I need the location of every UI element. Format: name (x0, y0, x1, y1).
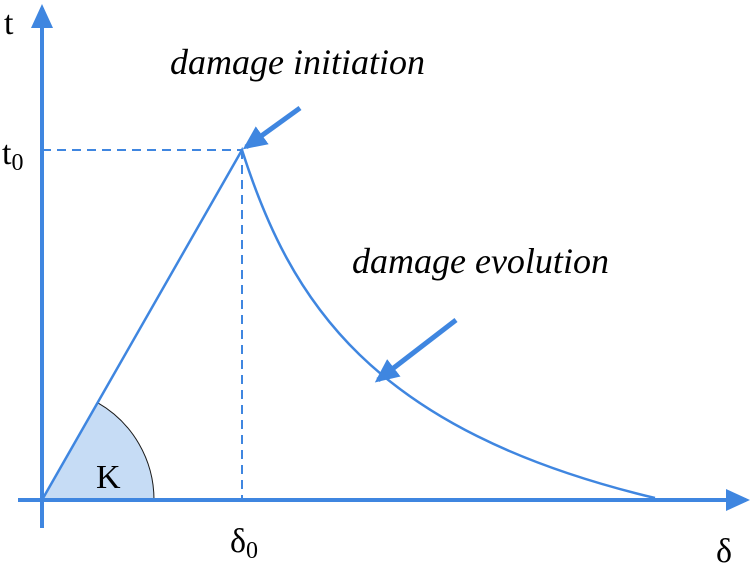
initiation-label: damage initiation (170, 42, 425, 82)
t0-label: t0 (2, 135, 23, 176)
traction-curve (40, 146, 656, 501)
y-axis-label: t (4, 5, 14, 42)
stiffness-label: K (96, 459, 121, 496)
annotation-arrow (242, 105, 302, 150)
evolution-label: damage evolution (352, 241, 609, 281)
annotation-arrow (374, 318, 458, 383)
stiffness-sector (41, 402, 155, 501)
x-axis-label: δ (716, 533, 732, 569)
delta0-label: δ0 (230, 523, 258, 564)
